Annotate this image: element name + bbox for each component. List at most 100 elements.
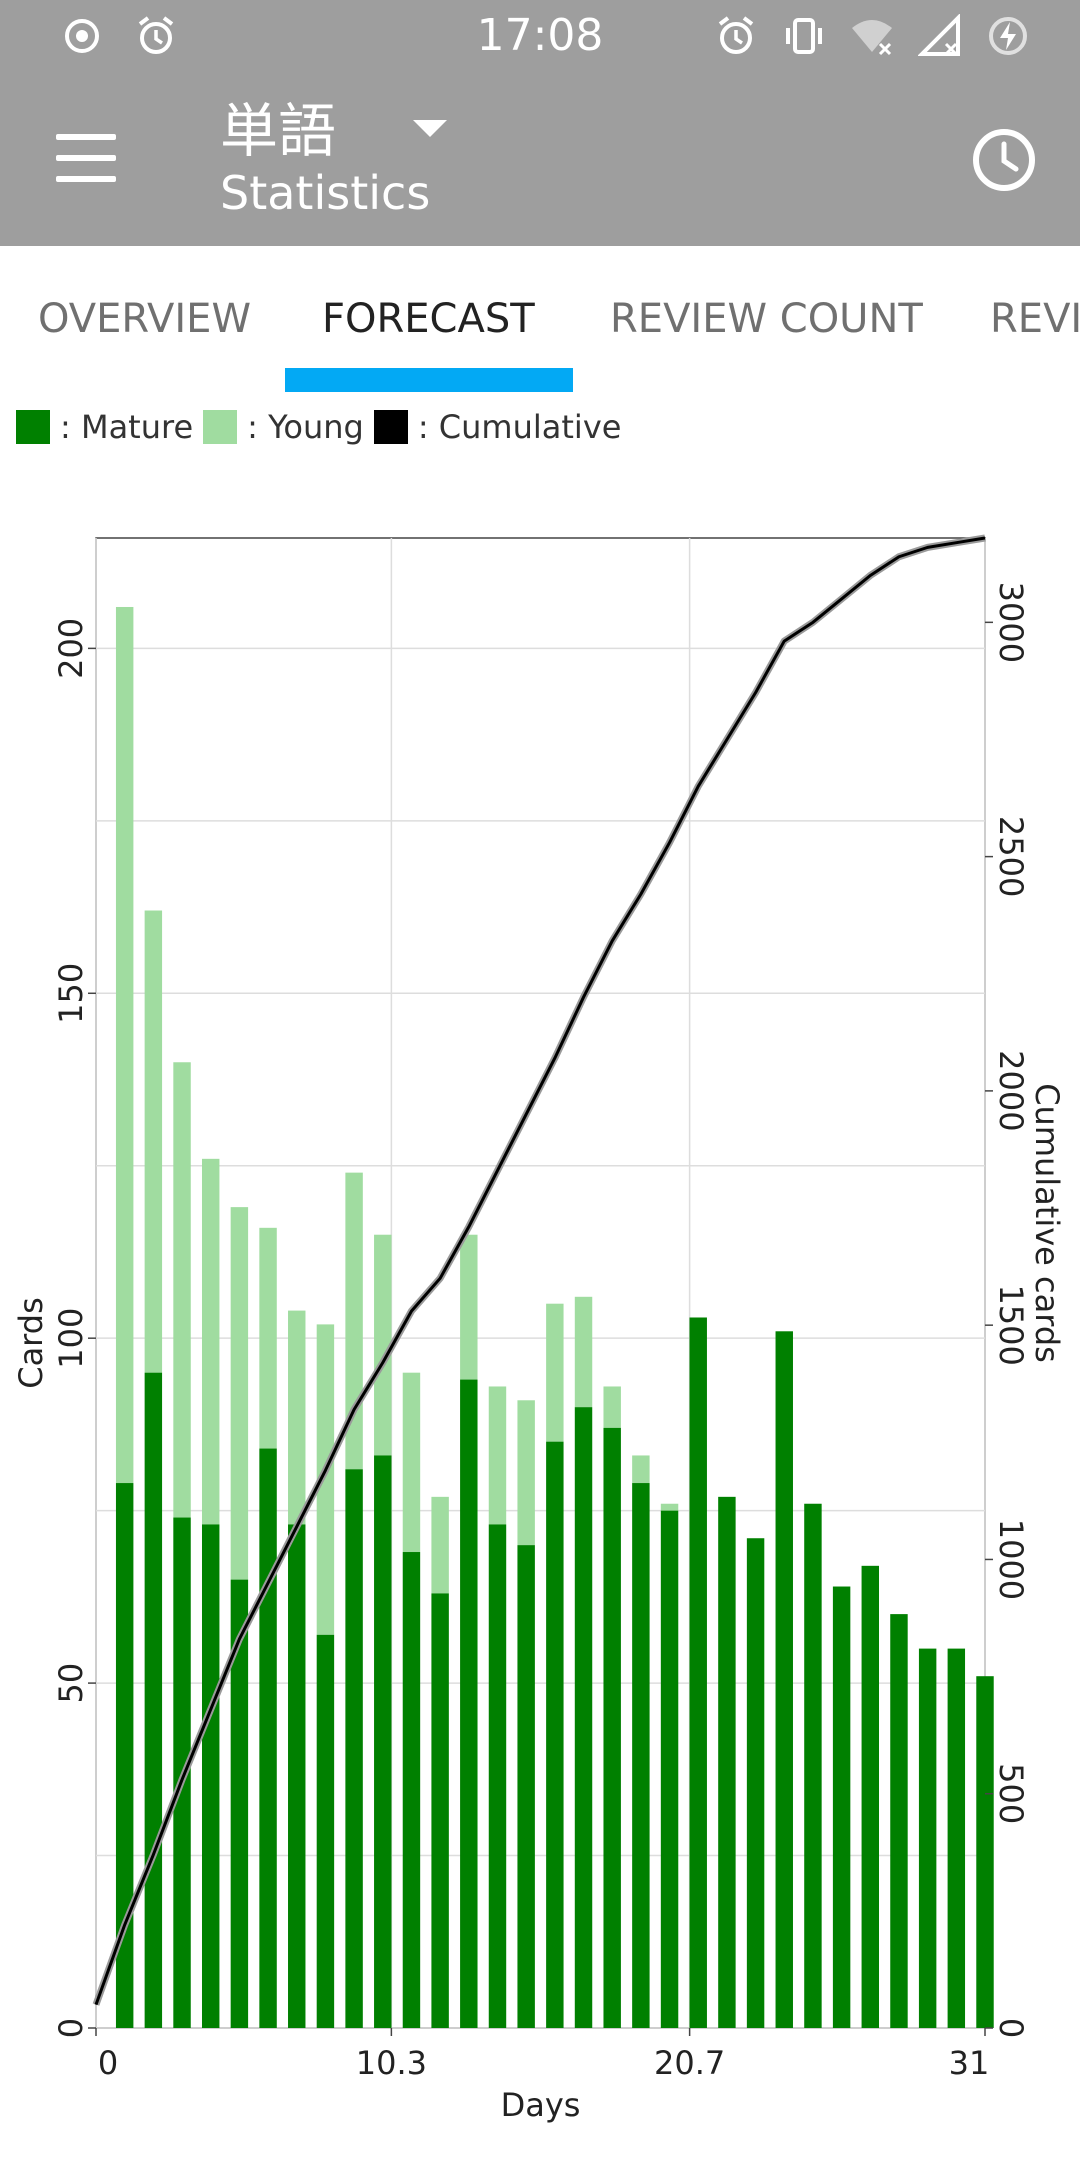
legend-swatch-mature <box>16 410 50 444</box>
app-toolbar: 単語 Statistics <box>0 76 1080 246</box>
y-tick-label: 200 <box>52 618 90 679</box>
y2-tick-label: 2000 <box>992 1050 1030 1131</box>
vibrate-icon <box>786 18 822 54</box>
bar-mature <box>374 1455 392 2028</box>
bar-young <box>173 1062 191 1518</box>
bar-mature <box>460 1379 478 2028</box>
battery-charging-icon <box>989 17 1027 55</box>
legend-label-mature: : Mature <box>60 408 194 446</box>
bar-young <box>460 1234 478 1380</box>
bar-young <box>660 1503 679 1511</box>
bar-mature <box>603 1427 621 2028</box>
y-axis-title: Cards <box>12 1297 50 1389</box>
bar-mature <box>718 1496 736 2028</box>
bar-mature <box>947 1648 966 2028</box>
plot-area <box>95 537 986 2029</box>
tab-review-count[interactable]: REVIEW COUNT <box>610 296 923 342</box>
x-tick-label: 20.7 <box>654 2044 725 2082</box>
bar-young <box>488 1386 507 1525</box>
legend-swatch-young <box>203 410 238 444</box>
bar-mature <box>259 1448 277 2028</box>
y-tick-label: 150 <box>52 963 90 1024</box>
bar-mature <box>976 1676 994 2028</box>
chart-legend: : Mature : Young : Cumulative <box>16 408 631 446</box>
tab-forecast[interactable]: FORECAST <box>322 296 535 342</box>
y2-tick-label: 3000 <box>992 582 1030 663</box>
bar-mature <box>144 1372 163 2028</box>
bar-mature <box>546 1441 564 2028</box>
bar-mature <box>918 1648 937 2028</box>
status-right-icons <box>714 14 1030 58</box>
bar-young <box>201 1158 220 1525</box>
bar-young <box>632 1455 650 1484</box>
legend-item-young: : Young <box>203 408 364 446</box>
page-subtitle: Statistics <box>220 166 431 220</box>
bar-mature <box>861 1565 880 2028</box>
record-icon <box>65 19 99 53</box>
y2-axis-title: Cumulative cards <box>1028 1083 1066 1363</box>
wifi-off-icon <box>852 20 892 56</box>
bar-young <box>115 606 134 1484</box>
signal-off-icon <box>918 14 960 56</box>
y-tick-label: 0 <box>52 2018 90 2038</box>
x-tick-label: 0 <box>98 2044 118 2082</box>
forecast-chart: 0 50 100 150 200 0 500 1000 1500 2000 2500 3000 0 10.… <box>0 480 1080 2160</box>
x-tick-label: 31 <box>949 2044 990 2082</box>
bar-mature <box>804 1503 822 2028</box>
y2-tick-label: 1500 <box>992 1284 1030 1365</box>
x-tick-label: 10.3 <box>356 2044 427 2082</box>
bar-young <box>288 1310 306 1525</box>
bar-young <box>574 1296 593 1408</box>
bar-young <box>316 1324 335 1635</box>
bar-mature <box>431 1593 449 2028</box>
clock-icon[interactable] <box>970 126 1038 194</box>
bar-young <box>374 1234 392 1456</box>
menu-icon[interactable] <box>56 134 116 182</box>
bar-mature <box>632 1483 650 2028</box>
bar-young <box>345 1172 363 1470</box>
legend-label-young: : Young <box>247 408 364 446</box>
status-time: 17:08 <box>476 10 604 61</box>
bar-mature <box>775 1331 793 2028</box>
bar-mature <box>201 1524 220 2028</box>
alarm-icon <box>718 16 754 54</box>
bar-mature <box>517 1545 535 2028</box>
bar-mature <box>316 1634 335 2028</box>
bar-young <box>259 1227 277 1449</box>
bar-mature <box>574 1407 593 2028</box>
bar-mature <box>230 1579 249 2028</box>
bar-young <box>230 1207 249 1580</box>
tab-overview[interactable]: OVERVIEW <box>38 296 252 342</box>
bar-mature <box>488 1524 507 2028</box>
bar-young <box>144 910 163 1373</box>
bar-mature <box>890 1614 908 2028</box>
y2-tick-label: 0 <box>992 2018 1030 2038</box>
bar-young <box>603 1386 621 1428</box>
bar-mature <box>689 1317 707 2028</box>
y-tick-label: 100 <box>52 1308 90 1369</box>
bar-young <box>546 1303 564 1442</box>
y2-tick-label: 500 <box>992 1763 1030 1824</box>
legend-item-cumulative: : Cumulative <box>373 408 622 446</box>
x-axis-title: Days <box>501 2086 581 2124</box>
tab-review-time[interactable]: REVI <box>990 296 1080 342</box>
y2-tick-label: 1000 <box>992 1519 1030 1600</box>
y-tick-label: 50 <box>52 1663 90 1704</box>
status-left-icons <box>60 14 178 58</box>
deck-title: 単語 <box>220 97 337 165</box>
tab-active-indicator <box>285 368 573 392</box>
bar-mature <box>660 1510 679 2028</box>
bar-mature <box>402 1552 421 2028</box>
bar-mature <box>288 1524 306 2028</box>
y2-tick-label: 2500 <box>992 816 1030 897</box>
bar-mature <box>345 1469 363 2028</box>
legend-item-mature: : Mature <box>16 408 193 446</box>
bar-mature <box>746 1538 765 2028</box>
bar-mature <box>115 1483 134 2028</box>
deck-selector[interactable]: 単語 Statistics <box>220 96 448 220</box>
legend-swatch-cumulative <box>373 410 408 444</box>
bar-young <box>431 1496 449 1594</box>
cumulative-line <box>94 536 986 2006</box>
legend-label-cumulative: : Cumulative <box>417 408 622 446</box>
